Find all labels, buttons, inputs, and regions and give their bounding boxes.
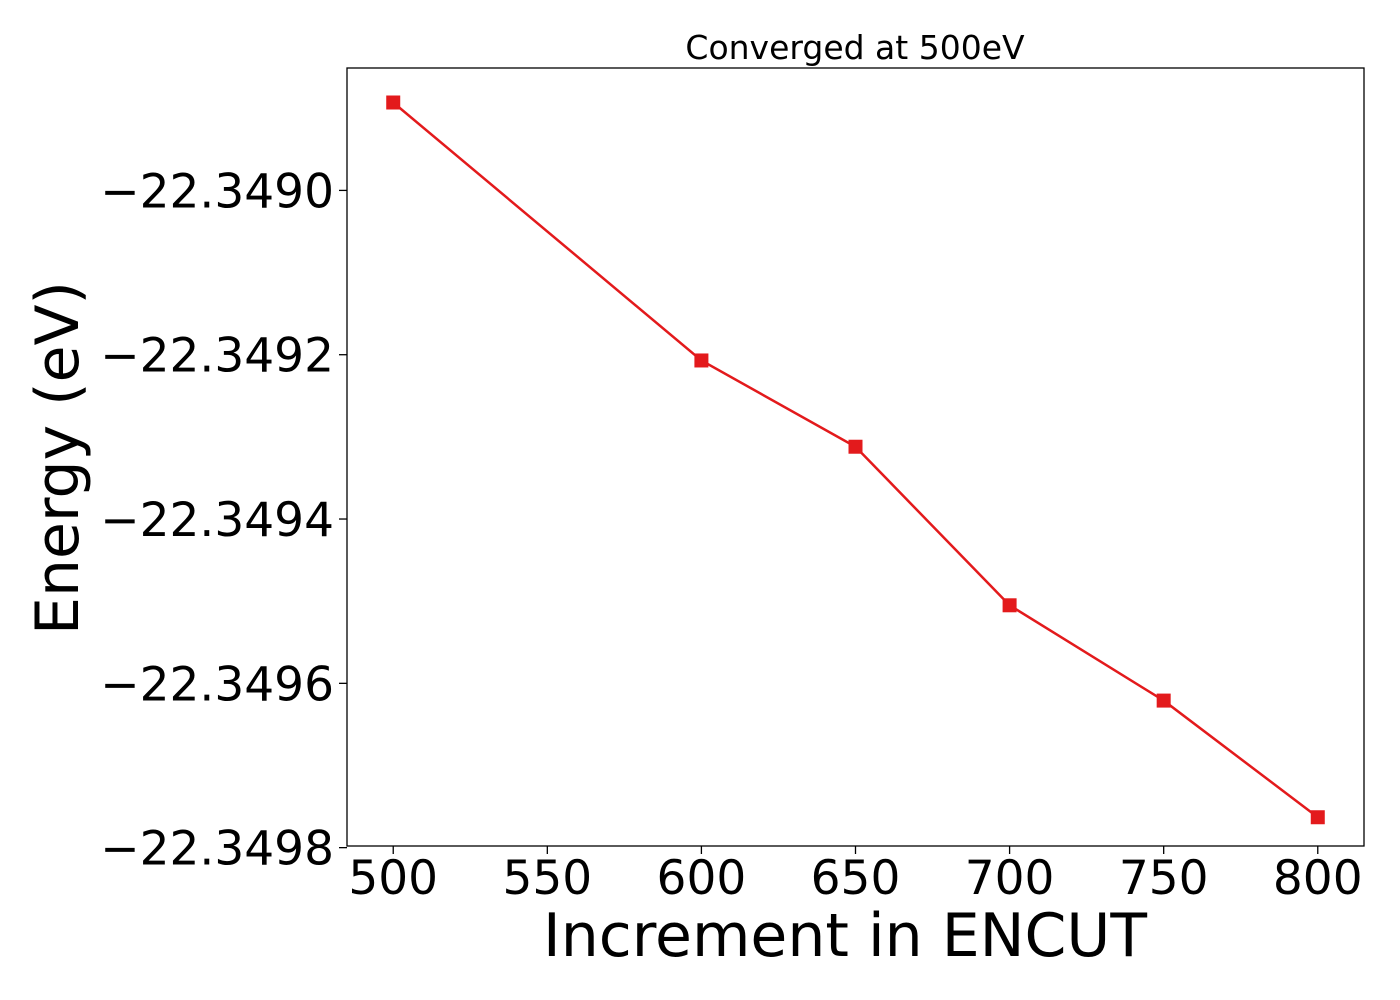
- y-axis: −22.3490 −22.3492 −22.3494 −22.3496 −22.3498: [100, 164, 347, 877]
- data-point-marker: [848, 439, 863, 454]
- data-point-marker: [1310, 810, 1325, 825]
- x-tick-label: 750: [1119, 851, 1209, 906]
- data-point-marker: [1002, 598, 1017, 613]
- x-tick-label: 600: [657, 851, 747, 906]
- data-point-marker: [386, 95, 401, 110]
- chart-title: Converged at 500eV: [685, 28, 1025, 67]
- data-point-marker: [1156, 693, 1171, 708]
- x-tick-label: 700: [965, 851, 1055, 906]
- series-line: [392, 101, 1319, 819]
- y-axis-label: Energy (eV): [23, 281, 93, 635]
- x-tick-label: 800: [1273, 851, 1363, 906]
- y-tick-label: −22.3492: [100, 329, 334, 384]
- plot-area: [386, 95, 1325, 825]
- y-tick-label: −22.3490: [100, 164, 334, 219]
- y-tick-label: −22.3494: [100, 493, 334, 548]
- y-tick-label: −22.3498: [100, 822, 334, 877]
- x-tick-label: 550: [502, 851, 592, 906]
- x-tick-label: 500: [348, 851, 438, 906]
- data-point-marker: [694, 353, 709, 368]
- x-tick-label: 650: [811, 851, 901, 906]
- x-axis: 500 550 600 650 700 750 800: [348, 846, 1363, 906]
- x-axis-label: Increment in ENCUT: [543, 901, 1147, 971]
- y-tick-label: −22.3496: [100, 657, 334, 712]
